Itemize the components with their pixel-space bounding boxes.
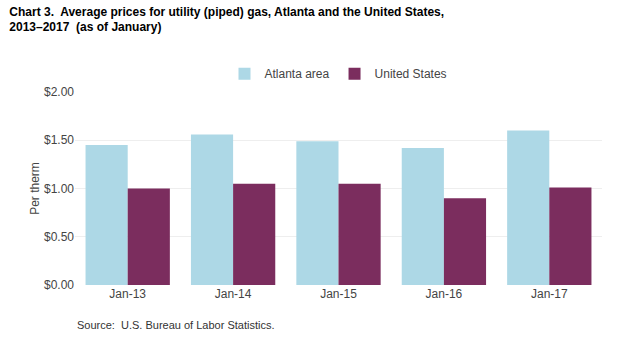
svg-text:Per therm: Per therm bbox=[28, 162, 42, 215]
svg-text:Jan-14: Jan-14 bbox=[215, 287, 252, 301]
svg-text:$1.50: $1.50 bbox=[44, 133, 74, 147]
svg-text:Source: U.S. Bureau of Labor: Source: U.S. Bureau of Labor Statistics. bbox=[77, 319, 274, 331]
svg-text:Jan-13: Jan-13 bbox=[109, 287, 146, 301]
svg-text:$1.00: $1.00 bbox=[44, 182, 74, 196]
svg-text:Jan-16: Jan-16 bbox=[426, 287, 463, 301]
svg-text:Jan-17: Jan-17 bbox=[531, 287, 568, 301]
svg-text:United States: United States bbox=[375, 67, 447, 81]
svg-text:$2.00: $2.00 bbox=[44, 85, 74, 99]
svg-text:Chart 3. Average prices for u: Chart 3. Average prices for utility (pip… bbox=[9, 5, 444, 35]
svg-text:$0.00: $0.00 bbox=[44, 278, 74, 292]
svg-text:Atlanta area: Atlanta area bbox=[265, 67, 330, 81]
svg-text:Jan-15: Jan-15 bbox=[320, 287, 357, 301]
svg-text:$0.50: $0.50 bbox=[44, 230, 74, 244]
